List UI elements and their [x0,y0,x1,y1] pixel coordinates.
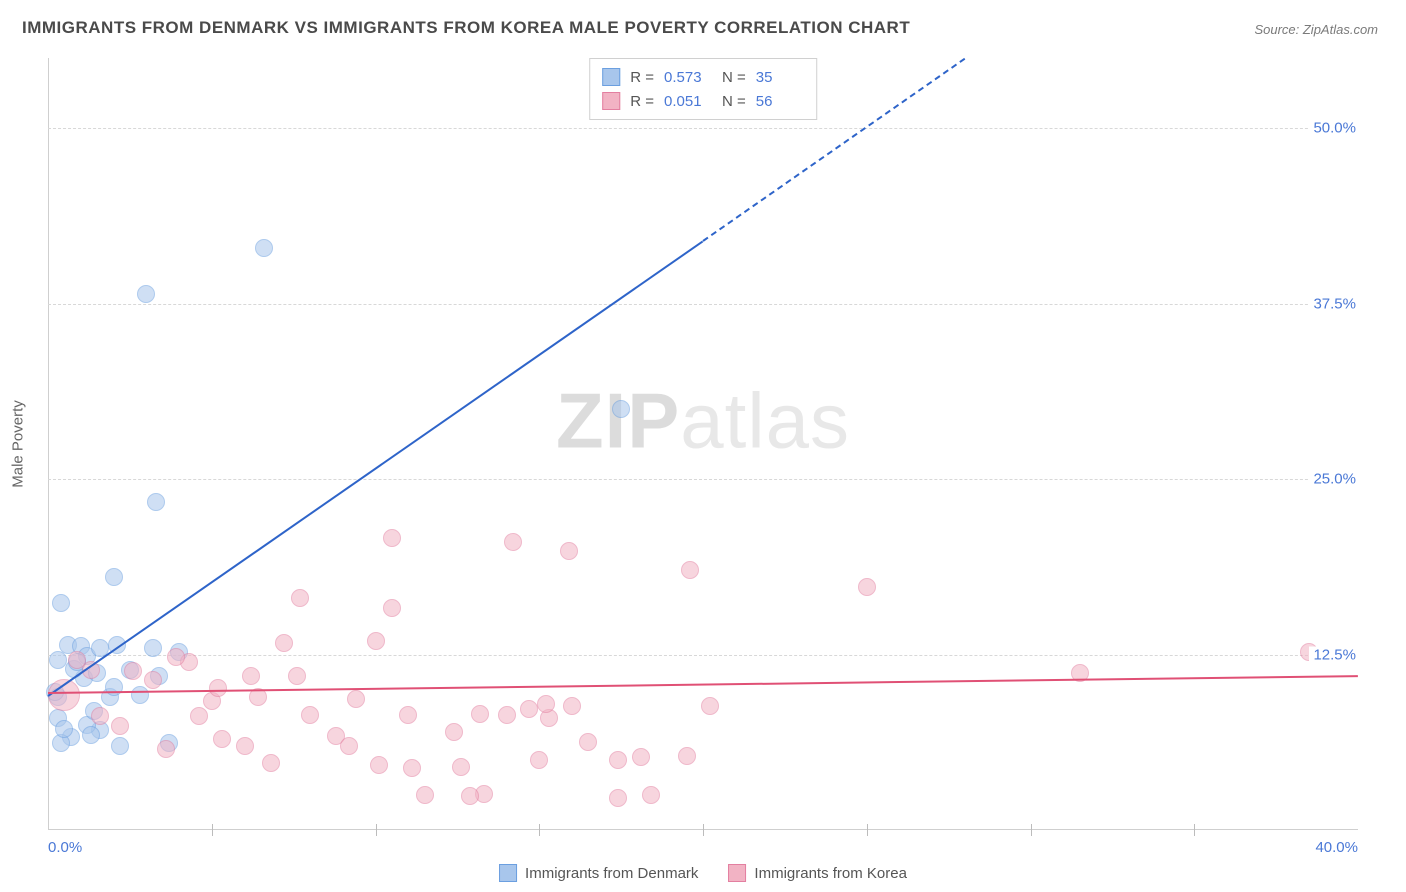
scatter-point [445,723,463,741]
scatter-point [370,756,388,774]
scatter-point [383,599,401,617]
watermark-light: atlas [680,376,850,464]
scatter-point [504,533,522,551]
scatter-point [82,726,100,744]
watermark-bold: ZIP [556,376,680,464]
scatter-point [111,717,129,735]
stats-row-korea: R = 0.051 N = 56 [602,89,804,113]
scatter-point [91,707,109,725]
correlation-stats-legend: R = 0.573 N = 35 R = 0.051 N = 56 [589,58,817,120]
scatter-point [124,662,142,680]
scatter-point [461,787,479,805]
scatter-point [105,568,123,586]
swatch-icon [728,864,746,882]
scatter-point [563,697,581,715]
series-legend: Immigrants from Denmark Immigrants from … [499,864,907,882]
scatter-point [68,651,86,669]
scatter-point [530,751,548,769]
legend-label: Immigrants from Korea [754,865,907,882]
swatch-icon [602,68,620,86]
scatter-point [190,707,208,725]
y-axis-label: Male Poverty [10,400,27,488]
scatter-point [701,697,719,715]
scatter-point [367,632,385,650]
scatter-point [347,690,365,708]
y-tick-label: 25.0% [1309,471,1360,488]
scatter-point [383,529,401,547]
scatter-point [609,751,627,769]
scatter-point [137,285,155,303]
scatter-point [301,706,319,724]
scatter-point [560,542,578,560]
scatter-point [213,730,231,748]
regression-line [47,241,703,697]
scatter-point [678,747,696,765]
scatter-point [255,239,273,257]
y-tick-label: 50.0% [1309,120,1360,137]
scatter-point [157,740,175,758]
stat-label: R = [630,93,654,110]
scatter-point [275,634,293,652]
chart-title: IMMIGRANTS FROM DENMARK VS IMMIGRANTS FR… [22,18,910,38]
stat-value: 0.051 [664,93,712,110]
legend-label: Immigrants from Denmark [525,865,698,882]
scatter-point [579,733,597,751]
scatter-point [131,686,149,704]
swatch-icon [499,864,517,882]
stat-label: N = [722,93,746,110]
scatter-point [242,667,260,685]
scatter-point [399,706,417,724]
scatter-point [111,737,129,755]
scatter-point [52,594,70,612]
watermark: ZIPatlas [556,375,850,466]
scatter-point [498,706,516,724]
scatter-point [144,639,162,657]
scatter-point [681,561,699,579]
legend-item-korea: Immigrants from Korea [728,864,907,882]
scatter-point [291,589,309,607]
y-tick-label: 12.5% [1309,646,1360,663]
scatter-point [520,700,538,718]
scatter-point [209,679,227,697]
x-tick-label: 40.0% [1315,839,1358,856]
scatter-point [537,695,555,713]
scatter-point [236,737,254,755]
scatter-point [416,786,434,804]
stat-value: 56 [756,93,804,110]
y-tick-label: 37.5% [1309,295,1360,312]
scatter-point [49,651,67,669]
scatter-point [452,758,470,776]
source-attribution: Source: ZipAtlas.com [1254,22,1378,37]
x-tick-label: 0.0% [48,839,82,856]
scatter-point [403,759,421,777]
scatter-point [288,667,306,685]
scatter-point [262,754,280,772]
scatter-point [471,705,489,723]
scatter-point [612,400,630,418]
scatter-chart: Male Poverty ZIPatlas 12.5%25.0%37.5%50.… [48,58,1358,830]
scatter-point [147,493,165,511]
legend-item-denmark: Immigrants from Denmark [499,864,698,882]
scatter-point [858,578,876,596]
scatter-point [55,720,73,738]
scatter-point [144,671,162,689]
scatter-point [609,789,627,807]
stats-row-denmark: R = 0.573 N = 35 [602,65,804,89]
swatch-icon [602,92,620,110]
stat-label: R = [630,69,654,86]
stat-label: N = [722,69,746,86]
scatter-point [167,648,185,666]
scatter-point [632,748,650,766]
stat-value: 35 [756,69,804,86]
stat-value: 0.573 [664,69,712,86]
scatter-point [642,786,660,804]
scatter-point [340,737,358,755]
